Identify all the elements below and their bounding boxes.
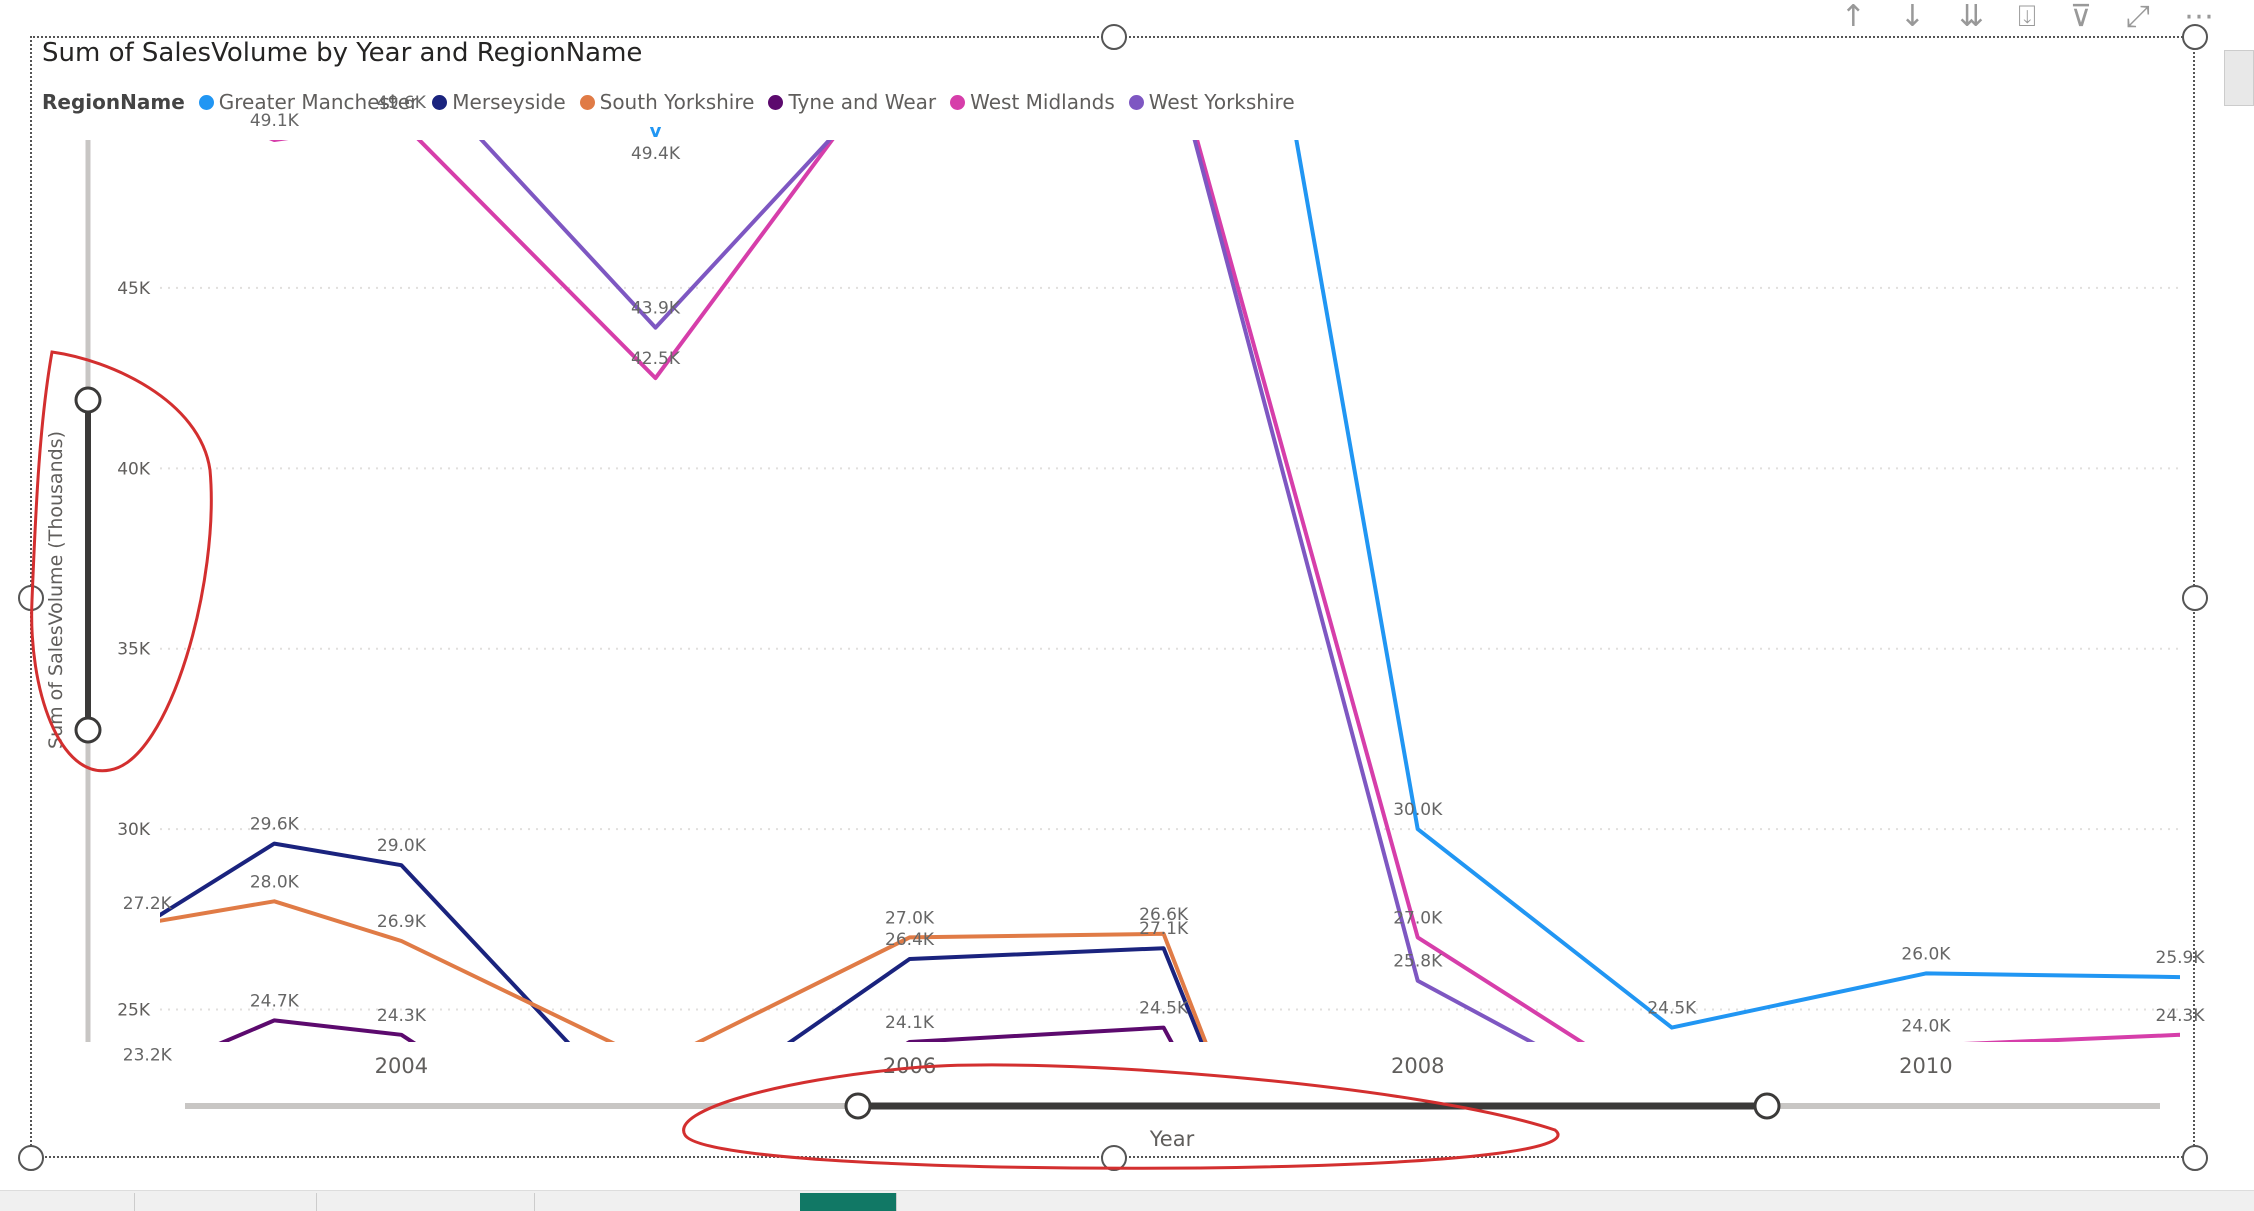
legend-item[interactable]: West Yorkshire [1128,90,1295,114]
legend-label: Tyne and Wear [788,90,937,114]
data-label: 25.9K [2156,948,2206,968]
series-line[interactable] [401,0,1671,1118]
legend-item[interactable]: South Yorkshire [579,90,755,114]
arrow-up-icon[interactable]: ↑ [1840,0,1866,34]
filter-icon[interactable]: ⊽ [2070,0,2092,34]
data-labels: 30.0K24.5K26.0K25.9K25.4K27.2K29.6K29.0K… [123,93,2206,1066]
legend-item[interactable]: Greater Manchester [198,90,419,114]
legend-label: West Yorkshire [1148,90,1295,114]
data-label: 24.3K [377,1006,427,1026]
x-tick-label: 2010 [1899,1054,1952,1078]
legend-marker [579,94,595,110]
y-tick-label: 40K [117,459,151,479]
legend-label: West Midlands [970,90,1115,114]
double-arrow-down-icon[interactable]: ⇊ [1958,0,1985,34]
legend-item[interactable]: Tyne and Wear [768,90,936,114]
data-label: 27.0K [1393,908,1443,928]
y-zoom-slider[interactable] [74,140,102,1042]
resize-handle-top[interactable] [1101,24,1127,50]
data-label: 27.1K [1139,919,1189,939]
series-line[interactable] [147,899,1290,1211]
page-tab[interactable] [0,1193,135,1211]
x-zoom-slider[interactable] [185,1092,2160,1120]
y-tick-label: 30K [117,820,151,840]
data-label: 29.6K [250,815,300,835]
data-label: 27.2K [123,894,173,914]
legend-label: Merseyside [452,90,566,114]
data-label: 26.4K [885,930,935,950]
data-label: 42.5K [631,349,681,369]
data-label: 24.0K [1901,1017,1951,1037]
y-tick-label: 25K [117,1001,151,1021]
focus-mode-icon[interactable]: ⤢ [2126,0,2150,34]
series-line[interactable] [1164,0,2254,1030]
data-label: 26.9K [377,912,427,932]
series-line[interactable] [147,1018,1290,1211]
arrow-down-icon[interactable]: ↓ [1899,0,1925,34]
data-label: 49.6K [377,93,427,113]
legend-marker [432,94,448,110]
resize-handle-bottom-left[interactable] [18,1145,44,1171]
x-tick-label: 2004 [375,1054,428,1078]
data-label: 49.1K [250,111,300,131]
gridlines [160,286,2180,1011]
data-label: 24.5K [1647,999,1697,1019]
legend-label: Greater Manchester [218,90,419,114]
data-label: 25.8K [1393,952,1443,972]
visual-header-toolbar: ↑ ↓ ⇊ ⍗ ⊽ ⤢ ⋯ [1841,0,2214,34]
data-label: 24.3K [2156,1006,2206,1026]
series-lines [147,0,2254,1211]
legend: RegionName Greater Manchester Merseyside S… [42,90,1301,114]
chart-title: Sum of SalesVolume by Year and RegionNam… [42,38,643,68]
y-zoom-handle-bottom[interactable] [74,716,102,744]
x-zoom-handle-left[interactable] [844,1092,872,1120]
y-zoom-handle-top[interactable] [74,386,102,414]
overflow-chevron-icon: v [650,121,662,142]
legend-item[interactable]: Merseyside [432,90,566,114]
legend-marker [768,94,784,110]
resize-handle-right[interactable] [2182,585,2208,611]
legend-marker [1128,94,1144,110]
legend-item[interactable]: West Midlands [950,90,1115,114]
data-label: 29.0K [377,836,427,856]
page-tab[interactable] [134,1193,317,1211]
legend-title: RegionName [42,90,185,114]
data-label: 28.0K [250,872,300,892]
y-axis-ticks: 25K 30K 35K 40K 45K [117,279,151,1021]
data-label: 24.1K [885,1013,935,1033]
resize-handle-top-right[interactable] [2182,24,2208,50]
x-axis-title: Year [1149,1127,1195,1151]
data-label: 43.9K [631,299,681,319]
legend-marker [198,94,214,110]
page-tab[interactable] [316,1193,535,1211]
x-tick-label: 2008 [1391,1054,1444,1078]
data-label: 26.6K [1139,905,1189,925]
page-tab-active[interactable] [800,1193,897,1211]
data-label: 24.5K [1139,999,1189,1019]
expand-hierarchy-icon[interactable]: ⍗ [2018,0,2037,34]
x-axis-ticks: 2004 2006 2008 2010 [375,1054,1953,1078]
x-zoom-handle-right[interactable] [1753,1092,1781,1120]
y-tick-label: 45K [117,279,151,299]
red-annotation-circles [30,350,1560,1170]
y-tick-label: 35K [117,640,151,660]
legend-marker [950,94,966,110]
data-label: 30.0K [1393,800,1443,820]
data-label: 49.4K [631,144,681,164]
more-options-icon[interactable]: ⋯ [2184,0,2214,34]
y-axis-title: Sum of SalesVolume (Thousands) [45,431,67,749]
series-line[interactable] [147,841,1290,1211]
legend-label: South Yorkshire [599,90,755,114]
data-label: 23.2K [123,1045,173,1065]
data-label: 27.0K [885,908,935,928]
resize-handle-bottom-right[interactable] [2182,1145,2208,1171]
page-tabs-bar [0,1190,2254,1211]
resize-handle-bottom[interactable] [1101,1145,1127,1171]
data-label: 24.7K [250,991,300,1011]
data-label: 26.0K [1901,944,1951,964]
format-pane-tab[interactable] [2224,50,2254,106]
